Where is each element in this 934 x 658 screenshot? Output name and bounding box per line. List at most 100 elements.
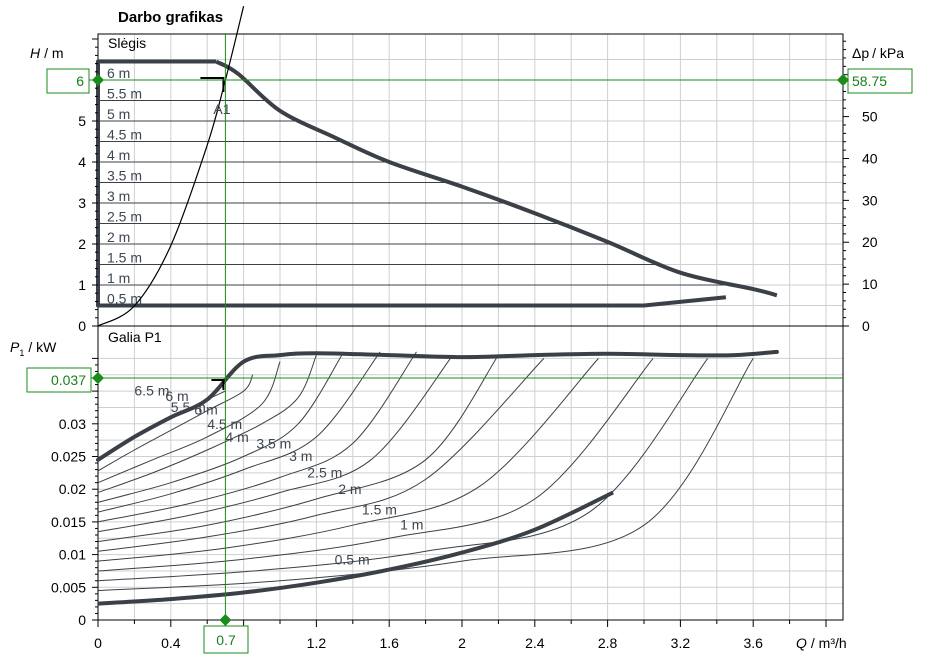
pressure-diamond — [837, 74, 849, 86]
operating-point-label: A1 — [213, 101, 230, 117]
setpoint-label: 1 m — [107, 270, 130, 286]
head-readout[interactable]: 6 — [46, 68, 90, 94]
chart-title: Darbo grafikas — [118, 9, 223, 26]
y-tick-label-power: 0.01 — [59, 547, 86, 563]
x-tick-label: 0 — [94, 635, 102, 651]
setpoint-label: 5.5 m — [107, 86, 142, 102]
setpoint-label: 6 m — [107, 65, 130, 81]
power-curve — [97, 351, 417, 523]
power-curve — [97, 354, 317, 493]
y-tick-label-pressure: 10 — [862, 276, 878, 292]
top-panel-title: Slėgis — [108, 35, 146, 51]
bottom-panel-grid — [98, 326, 843, 620]
x-tick-label: 2.4 — [525, 635, 545, 651]
operating-point-guides — [89, 34, 848, 626]
top-panel-curves: 6 m 5.5 m 5 m 4.5 m 4 m 3.5 m 3 m 2.5 m 2 m 1.5 m… — [96, 6, 778, 327]
y-tick-label-pressure: 30 — [862, 192, 878, 208]
operating-point-marker — [200, 77, 225, 92]
x-tick-label: 3.2 — [671, 635, 691, 651]
y-axis-label-head: H / m — [30, 45, 64, 61]
head-diamond — [92, 74, 104, 86]
power-curve-label: 2.5 m — [307, 464, 342, 480]
setpoint-label: 3.5 m — [107, 168, 142, 184]
y-tick-label-power: 0.005 — [51, 579, 86, 595]
y-tick-label-head: 3 — [78, 195, 86, 211]
setpoint-label: 1.5 m — [107, 250, 142, 266]
power-operating-marker — [211, 379, 225, 391]
power-curve-label: 2 m — [338, 481, 361, 497]
y-tick-label-power: 0.03 — [59, 416, 86, 432]
power-curve — [97, 358, 754, 592]
x-tick-label: 2 — [458, 635, 466, 651]
readout-markers — [92, 74, 849, 626]
pressure-readout[interactable]: 58.75 — [847, 68, 913, 94]
pressure-readout-value: 58.75 — [852, 73, 887, 89]
power-curve-label: 6.5 m — [134, 383, 169, 399]
x-tick-label: 3.6 — [743, 635, 763, 651]
power-readout-value: 0.037 — [51, 372, 86, 388]
y-tick-label-pressure: 40 — [862, 150, 878, 166]
power-curve — [97, 490, 614, 606]
setpoint-label: 5 m — [107, 106, 130, 122]
axis-tick-labels: 00.481.21.622.42.83.23.60123456010203040… — [51, 72, 878, 651]
setpoint-label: 2 m — [107, 229, 130, 245]
power-curve-label: 1.5 m — [362, 502, 397, 518]
max-head-curve — [215, 59, 778, 298]
power-curve-label: 4.5 m — [207, 416, 242, 432]
y-tick-label-power: 0 — [78, 612, 86, 628]
power-curve — [97, 358, 545, 552]
setpoint-label: 4.5 m — [107, 127, 142, 143]
y-axis-label-power: P1/ kW — [10, 339, 57, 358]
y-tick-label-power: 0.015 — [51, 514, 86, 530]
power-curve — [97, 358, 599, 562]
flow-readout-value: 0.7 — [216, 632, 236, 648]
x-tick-label: 1.2 — [307, 635, 327, 651]
power-curve-label: 3 m — [289, 448, 312, 464]
x-tick-label: 0.4 — [161, 635, 181, 651]
y-tick-label-head: 1 — [78, 277, 86, 293]
x-tick-label: 1.6 — [379, 635, 399, 651]
y-tick-label-head: 0 — [78, 318, 86, 334]
setpoint-label: 4 m — [107, 147, 130, 163]
y-tick-label-power: 0.02 — [59, 481, 86, 497]
envelope-outline — [96, 59, 727, 308]
system-curve — [97, 6, 245, 327]
power-curve-label: 3.5 m — [256, 436, 291, 452]
power-curve — [97, 354, 454, 533]
power-readout[interactable]: 0.037 — [26, 367, 92, 393]
power-curve — [97, 354, 499, 542]
power-curve — [97, 351, 381, 513]
head-readout-value: 6 — [76, 73, 84, 89]
power-curve — [97, 361, 281, 484]
flow-readout[interactable]: 0.7 — [203, 625, 249, 654]
y-tick-label-pressure: 50 — [862, 109, 878, 125]
y-tick-label-head: 4 — [78, 154, 86, 170]
y-axis-label-pressure: Δp / kPa — [852, 45, 904, 61]
flow-diamond — [219, 614, 232, 626]
power-curve — [97, 374, 254, 472]
max-power-curve — [96, 349, 779, 462]
setpoint-label: 2.5 m — [107, 209, 142, 225]
bottom-panel-title: Galia P1 — [108, 329, 162, 345]
power-curve-label: 1 m — [400, 517, 423, 533]
bottom-panel-curves: 6.5 m6 m5.5 m5 m4.5 m4 m 3.5 m3 m2.5 m2 m… — [96, 349, 779, 606]
bottom-panel-frame — [97, 325, 844, 621]
x-tick-label: 2.8 — [598, 635, 618, 651]
y-tick-label-pressure: 20 — [862, 234, 878, 250]
setpoint-label: 3 m — [107, 188, 130, 204]
power-curve — [97, 358, 654, 572]
power-curve-label: 4 m — [225, 429, 248, 445]
y-tick-label-head: 2 — [78, 236, 86, 252]
y-tick-label-pressure: 0 — [862, 318, 870, 334]
axis-ticks — [92, 38, 849, 627]
power-curve-label: 0.5 m — [335, 551, 370, 567]
x-axis-label-flow: Q / m³/h — [796, 635, 847, 651]
y-tick-label-head: 5 — [78, 113, 86, 129]
power-curve-label: 6 m — [165, 388, 188, 404]
power-curve — [97, 358, 709, 582]
setpoint-label: 0.5 m — [107, 291, 142, 307]
y-tick-label-power: 0.025 — [51, 449, 86, 465]
power-curve — [97, 351, 345, 503]
power-diamond — [92, 372, 104, 385]
